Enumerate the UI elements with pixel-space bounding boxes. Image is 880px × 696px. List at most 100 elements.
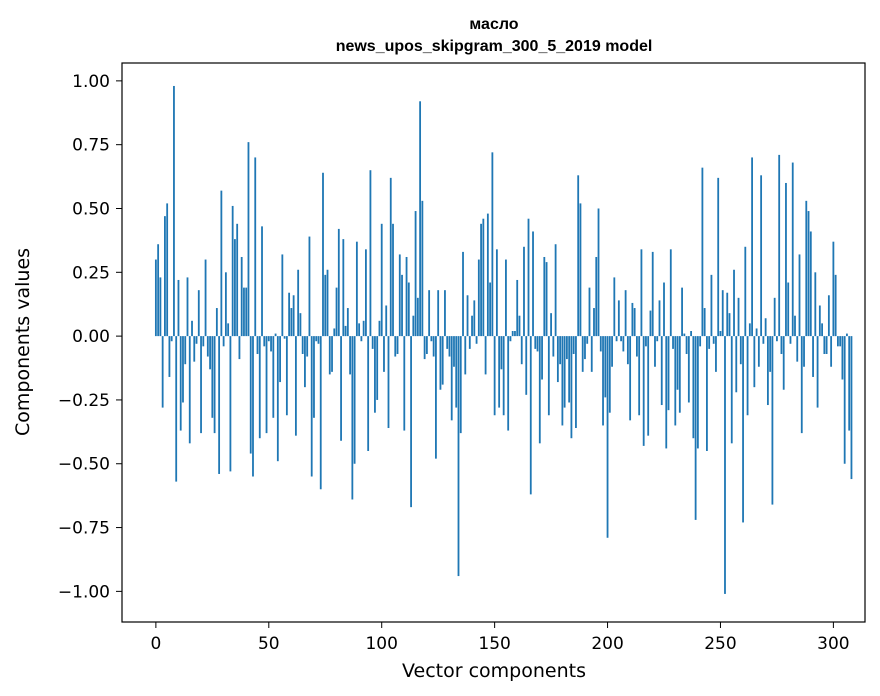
bar [218, 336, 221, 474]
bar [362, 320, 365, 337]
bar [724, 336, 726, 594]
bar [751, 157, 753, 337]
bar [281, 254, 284, 337]
bar [272, 336, 275, 418]
bar [742, 336, 744, 523]
bar [256, 336, 259, 354]
bar [672, 336, 674, 349]
bar [274, 333, 277, 337]
bar [459, 336, 462, 434]
bar [234, 239, 236, 337]
chart-subtitle: news_upos_skipgram_300_5_2019 model [336, 38, 653, 55]
bar [602, 336, 604, 426]
bar [805, 200, 808, 337]
bar [791, 162, 794, 337]
bar [265, 336, 268, 434]
bar [157, 244, 160, 337]
bar [590, 336, 593, 372]
bar [559, 336, 562, 365]
y-tick-label: −1.00 [58, 582, 110, 602]
bar [247, 142, 250, 337]
bar [841, 336, 844, 380]
bar [545, 262, 548, 337]
bar [516, 279, 519, 337]
bar [778, 154, 781, 337]
bar [177, 279, 180, 337]
bar [283, 336, 286, 339]
bar [534, 336, 537, 349]
bar [665, 336, 668, 449]
bar [258, 336, 261, 439]
bar [541, 336, 543, 380]
bar [556, 336, 559, 383]
bar [588, 287, 591, 337]
bar [800, 336, 803, 434]
bar [814, 272, 817, 337]
bar [529, 336, 532, 495]
bar [690, 331, 693, 337]
chart-title: масло [469, 16, 518, 33]
bar [317, 336, 320, 344]
y-tick-label: −0.75 [58, 519, 110, 539]
bar [599, 336, 602, 352]
bar [475, 336, 478, 344]
bar [308, 236, 311, 337]
bar [710, 274, 713, 337]
bar [367, 336, 370, 451]
bar [270, 336, 272, 352]
bar-series [154, 85, 853, 594]
bar [346, 308, 349, 337]
bar [642, 336, 645, 446]
bar [563, 336, 566, 408]
bar [520, 336, 523, 365]
bar [538, 336, 541, 444]
bar [757, 336, 760, 367]
bar [240, 256, 243, 337]
bar [290, 308, 293, 337]
bar [355, 241, 358, 337]
bar [184, 336, 187, 365]
bar [658, 300, 661, 337]
bar [794, 315, 796, 337]
bar [392, 223, 394, 337]
bar [353, 336, 356, 464]
bar [604, 336, 607, 398]
bar [629, 336, 632, 421]
bar [818, 305, 821, 337]
bar [453, 336, 455, 367]
bar [202, 336, 205, 347]
x-tick-label: 300 [817, 634, 849, 654]
bar [812, 336, 814, 377]
bar [581, 336, 584, 372]
bar [335, 287, 338, 337]
x-tick-label: 250 [704, 634, 736, 654]
x-tick-label: 0 [150, 634, 161, 654]
bar [306, 336, 309, 357]
bar [593, 308, 595, 337]
x-tick-label: 100 [365, 634, 397, 654]
bar [776, 336, 778, 342]
bar [827, 295, 830, 337]
bar [279, 336, 281, 383]
bar [229, 336, 232, 472]
bar [437, 290, 440, 337]
bar [681, 287, 683, 337]
bar [667, 336, 670, 411]
bar [349, 336, 351, 375]
bar [789, 336, 792, 344]
bar [525, 336, 528, 395]
bar [511, 331, 514, 337]
bar [213, 336, 216, 434]
bar [285, 336, 288, 416]
bar [633, 308, 636, 337]
bar [288, 292, 291, 337]
bar [484, 336, 487, 375]
bar [514, 331, 516, 337]
bar [486, 213, 489, 337]
bar [326, 269, 329, 337]
bar [730, 336, 733, 444]
y-tick-label: 0.00 [72, 327, 110, 347]
bar [721, 290, 724, 337]
bar [227, 323, 230, 337]
bar [222, 336, 225, 347]
